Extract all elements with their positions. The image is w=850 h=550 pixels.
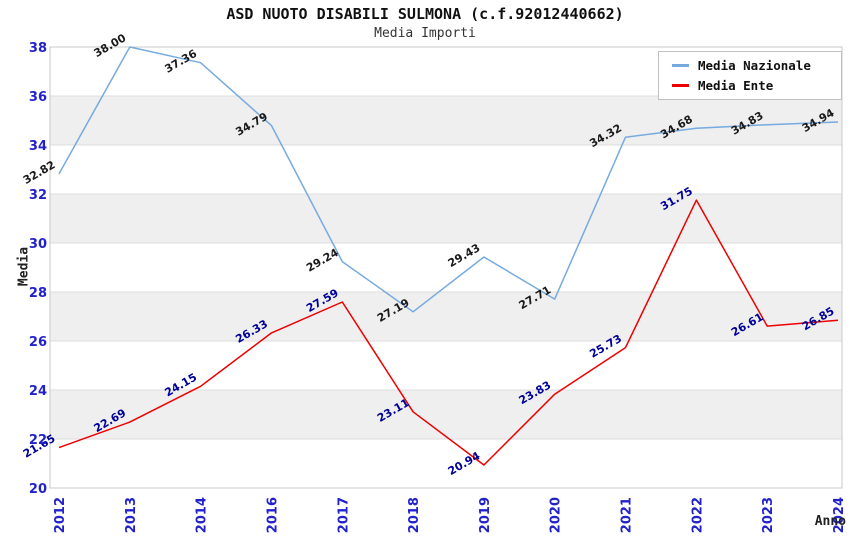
y-tick-label: 20 (29, 482, 47, 497)
value-label: 37.36 (163, 47, 200, 76)
x-tick-label: 2022 (690, 497, 705, 533)
y-tick-label: 30 (29, 237, 47, 252)
y-tick-label: 34 (29, 139, 47, 154)
y-tick-label: 36 (29, 90, 47, 105)
chart-title: ASD NUOTO DISABILI SULMONA (c.f.92012440… (226, 5, 624, 23)
x-tick-label: 2024 (832, 497, 847, 533)
plot-border (49, 46, 843, 489)
chart-subtitle: Media Importi (374, 26, 476, 41)
legend-item-media-ente: Media Ente (672, 78, 841, 93)
x-tick-label: 2023 (761, 497, 776, 533)
x-tick-label: 2017 (336, 497, 351, 533)
x-tick-label: 2019 (478, 497, 493, 533)
y-tick-label: 24 (29, 384, 47, 399)
x-tick-label: 2020 (549, 497, 564, 533)
legend-line-swatch-blue (672, 63, 689, 67)
y-tick-label: 26 (29, 335, 47, 350)
legend-item-media-nazionale: Media Nazionale (672, 58, 841, 73)
x-tick-label: 2018 (407, 497, 422, 533)
value-label: 20.94 (446, 449, 483, 478)
x-tick-label: 2012 (53, 497, 68, 533)
value-label: 32.82 (21, 158, 58, 187)
legend-line-swatch-red (672, 84, 689, 88)
y-tick-label: 28 (29, 286, 47, 301)
series-line-media-nazionale (58, 46, 839, 313)
series-line-media-ente (58, 199, 839, 466)
y-tick-label: 32 (29, 188, 47, 203)
legend-label: Media Nazionale (698, 57, 811, 73)
x-tick-label: 2014 (195, 497, 210, 533)
legend: Media Nazionale Media Ente (658, 51, 842, 100)
legend-label: Media Ente (698, 78, 774, 94)
x-axis-title: Anno (814, 514, 846, 529)
gridlines (50, 95, 842, 440)
y-tick-label: 38 (29, 41, 47, 56)
value-label: 29.43 (446, 241, 483, 270)
x-tick-label: 2016 (265, 497, 280, 533)
value-label: 29.24 (304, 246, 341, 275)
y-tick-label: 22 (29, 433, 47, 448)
x-tick-label: 2013 (124, 497, 139, 533)
x-tick-labels: 2012 2013 2014 2016 2017 2018 2019 2020 2021 2022… (53, 497, 847, 533)
y-tick-labels: 20 22 24 26 28 30 32 34 36 38 (29, 41, 47, 497)
plot-bands (50, 96, 842, 439)
y-axis-title: Media (16, 246, 32, 287)
x-tick-label: 2021 (620, 497, 635, 533)
